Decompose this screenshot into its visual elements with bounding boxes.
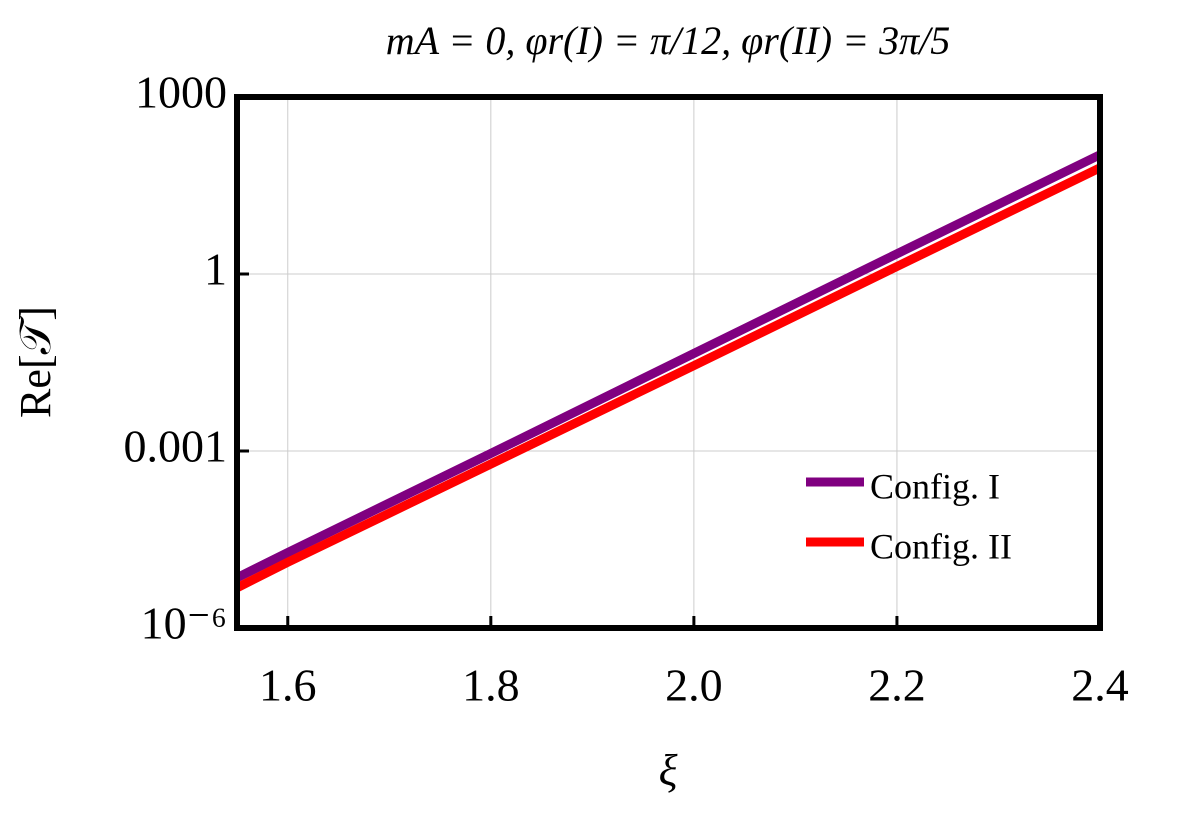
y-tick-label: 1000: [135, 67, 227, 118]
y-tick-label: 10⁻⁶: [141, 598, 227, 649]
chart-title: mA = 0, φr(I) = π/12, φr(II) = 3π/5: [386, 18, 951, 63]
legend-label: Config. II: [870, 526, 1012, 566]
x-tick-label: 2.2: [868, 660, 926, 711]
x-tick-label: 2.4: [1071, 660, 1129, 711]
x-axis-label: ξ: [659, 746, 678, 795]
series-line: [234, 150, 1102, 582]
y-tick-label: 1: [204, 244, 227, 295]
x-tick-label: 1.6: [259, 660, 317, 711]
y-axis-label: Re[𝒯]: [11, 306, 60, 418]
x-tick-label: 1.8: [462, 660, 520, 711]
plot-frame: [234, 94, 1103, 631]
legend-label: Config. I: [870, 466, 1000, 506]
x-tick-label: 2.0: [665, 660, 723, 711]
series-line: [234, 163, 1102, 592]
y-tick-label: 0.001: [124, 421, 228, 472]
